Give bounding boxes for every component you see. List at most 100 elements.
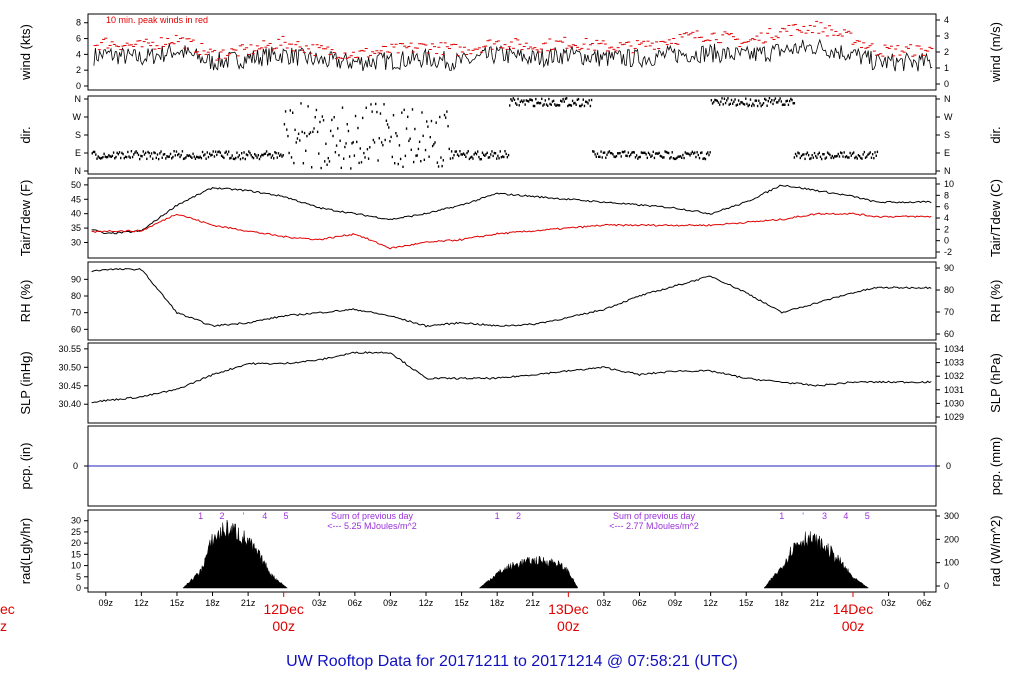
direction-point (785, 100, 787, 103)
direction-point (173, 150, 175, 153)
direction-point (612, 153, 614, 156)
direction-point (227, 150, 230, 153)
direction-point (873, 156, 875, 160)
direction-point (501, 155, 504, 158)
direction-point (769, 100, 772, 104)
day-time-label: 00z (272, 618, 295, 634)
direction-point (437, 165, 440, 168)
y-tick-label-right: 1031 (944, 385, 964, 395)
direction-point (326, 163, 328, 166)
direction-point (409, 137, 411, 140)
direction-point (794, 152, 797, 156)
direction-point (104, 155, 107, 158)
y-tick-label-left: 10 (71, 561, 81, 571)
direction-point (218, 150, 220, 153)
direction-point (874, 151, 876, 154)
y-axis-label-left: wind (kts) (18, 24, 33, 81)
direction-point (658, 151, 660, 155)
y-axis-label-right: wind (m/s) (988, 22, 1003, 83)
direction-point (491, 150, 493, 153)
y-tick-label-left: N (75, 94, 82, 104)
direction-point (364, 156, 366, 159)
direction-point (252, 156, 255, 160)
direction-point (761, 103, 764, 107)
direction-point (383, 103, 385, 106)
direction-point (102, 155, 104, 159)
direction-point (258, 157, 261, 161)
direction-point (498, 157, 500, 160)
direction-point (579, 104, 581, 108)
direction-point (523, 99, 525, 102)
direction-point (137, 153, 140, 157)
direction-point (264, 152, 267, 155)
y-tick-label-left: 30.45 (58, 381, 81, 391)
direction-point (127, 150, 129, 154)
direction-point (125, 155, 128, 159)
direction-point (758, 99, 760, 102)
direction-point (178, 152, 180, 156)
direction-point (341, 106, 344, 109)
direction-point (818, 151, 820, 154)
direction-point (486, 151, 488, 155)
direction-point (829, 153, 831, 157)
direction-point (439, 115, 441, 119)
direction-point (492, 154, 494, 158)
direction-point (791, 98, 793, 102)
direction-point (418, 140, 421, 144)
direction-point (837, 152, 839, 156)
direction-point (375, 102, 377, 106)
direction-point (520, 99, 523, 102)
x-tick-label: 09z (668, 598, 683, 608)
direction-point (122, 152, 124, 156)
direction-point (844, 155, 847, 159)
direction-point (424, 148, 427, 152)
direction-point (450, 150, 453, 153)
direction-point (747, 104, 749, 108)
direction-point (316, 130, 319, 134)
direction-point (398, 144, 401, 147)
y-tick-label-right: 60 (944, 329, 954, 339)
y-tick-label-right: 8 (944, 190, 949, 200)
x-tick-label: 21z (525, 598, 540, 608)
direction-point (866, 155, 868, 158)
y-tick-label-left: 90 (71, 274, 81, 284)
direction-point (560, 99, 562, 102)
direction-point (539, 101, 542, 105)
direction-point (403, 108, 405, 112)
direction-point (824, 157, 826, 160)
direction-point (370, 103, 372, 106)
y-axis-label-left: dir. (18, 126, 33, 143)
direction-point (407, 115, 409, 119)
direction-point (485, 153, 487, 156)
direction-point (372, 138, 375, 142)
y-tick-label-right: 1030 (944, 398, 964, 408)
direction-point (583, 104, 586, 108)
y-axis-label-left: pcp. (in) (18, 443, 33, 490)
direction-point (277, 152, 280, 155)
direction-point (624, 150, 626, 153)
direction-point (695, 155, 697, 159)
direction-point (363, 151, 365, 155)
direction-point (627, 151, 630, 154)
direction-point (255, 154, 257, 157)
direction-point (637, 157, 639, 160)
direction-point (856, 157, 858, 160)
direction-point (162, 153, 165, 156)
direction-point (675, 157, 677, 161)
direction-point (275, 151, 277, 155)
direction-point (361, 116, 364, 120)
direction-point (630, 153, 632, 156)
direction-point (677, 155, 679, 158)
direction-point (723, 97, 726, 101)
direction-point (549, 102, 551, 106)
direction-point (391, 155, 394, 159)
direction-point (745, 97, 747, 100)
direction-point (118, 151, 121, 154)
direction-point (103, 152, 105, 156)
direction-point (684, 151, 686, 154)
day-date-label: 14Dec (833, 601, 873, 617)
direction-point (243, 151, 245, 154)
direction-point (129, 156, 131, 159)
direction-point (797, 151, 799, 154)
